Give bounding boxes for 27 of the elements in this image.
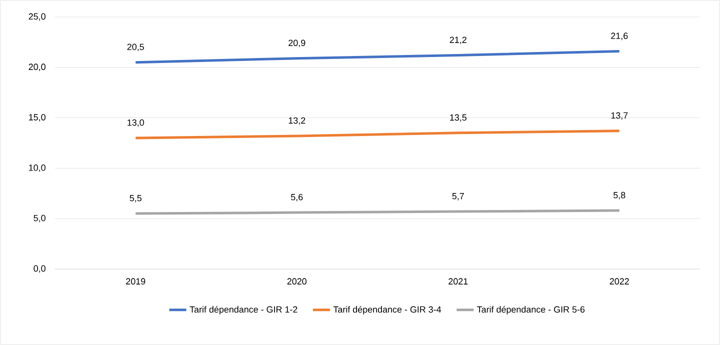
y-tick-label: 15,0	[29, 114, 46, 122]
x-tick-label: 2019	[126, 278, 146, 285]
data-label: 5,7	[452, 193, 464, 200]
data-label: 20,5	[127, 44, 144, 52]
x-tick-label: 2022	[610, 278, 629, 285]
legend-label: Tarif dépendance - GIR 1-2	[190, 306, 298, 314]
x-tick-label: 2020	[287, 278, 307, 285]
data-label: 13,0	[128, 119, 144, 127]
legend-label: Tarif dépendance - GIR 3-4	[333, 306, 442, 314]
data-label: 13,5	[450, 114, 466, 122]
y-tick-label: 5,0	[34, 214, 46, 222]
data-label: 5,8	[614, 192, 626, 200]
line-series	[134, 50, 621, 64]
x-tick-label: 2021	[448, 278, 468, 285]
data-label: 13,2	[288, 117, 306, 125]
y-tick-label: 25,0	[28, 13, 46, 21]
y-tick-label: 20,0	[28, 64, 46, 72]
y-tick-label: 0,0	[34, 265, 46, 273]
data-label: 13,7	[611, 112, 628, 120]
data-label: 21,6	[611, 32, 628, 40]
data-label: 5,5	[130, 195, 142, 202]
line-series	[134, 130, 621, 140]
legend-label: Tarif dépendance - GIR 5-6	[477, 306, 585, 314]
data-label: 5,6	[291, 194, 303, 202]
data-label: 20,9	[288, 40, 306, 48]
y-tick-label: 10,0	[29, 164, 46, 172]
data-label: 21,2	[450, 36, 466, 44]
